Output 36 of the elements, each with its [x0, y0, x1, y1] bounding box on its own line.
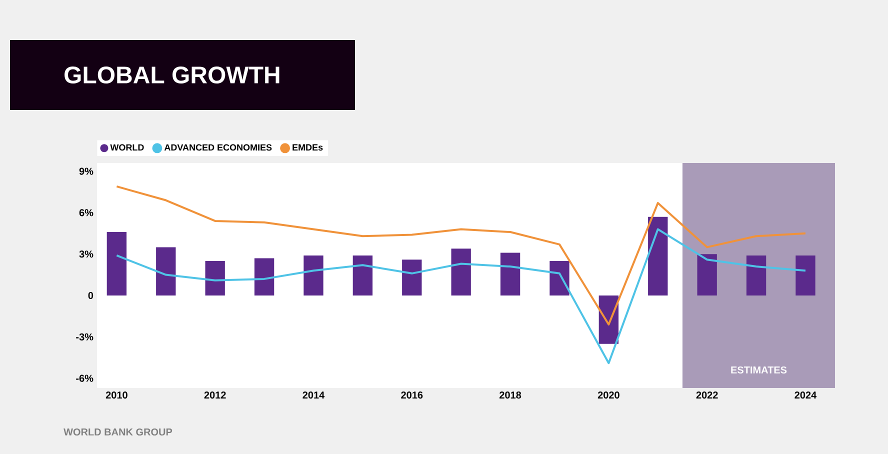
bar: [796, 255, 816, 296]
legend-label: ADVANCED ECONOMIES: [164, 144, 272, 151]
band-label: ESTIMATES: [731, 366, 787, 374]
y-tick-label: 0: [88, 292, 94, 300]
text: WORLD BANK GROUP: [64, 428, 172, 436]
x-tick-label: 2010: [106, 392, 128, 399]
bar: [352, 255, 373, 296]
chart-title: GLOBAL GROWTH: [64, 66, 280, 84]
y-tick-label: 3%: [79, 250, 94, 258]
y-tick-label: 6%: [79, 209, 94, 216]
bar: [451, 248, 471, 296]
x-tick-label: 2020: [598, 392, 620, 399]
x-tick-label: 2022: [696, 392, 718, 399]
x-tick-label: 2024: [794, 392, 817, 399]
line-series: [116, 185, 806, 326]
bar: [648, 216, 668, 296]
bar: [500, 252, 520, 296]
bar: [402, 260, 422, 296]
x-tick-label: 2016: [401, 392, 423, 399]
bar: [254, 258, 274, 296]
bar: [697, 254, 717, 296]
line-series: [116, 228, 806, 364]
y-tick-label: -3%: [76, 333, 94, 340]
bar: [304, 255, 324, 296]
bar: [156, 247, 176, 296]
y-tick-label: -6%: [76, 374, 94, 382]
y-tick-label: 9%: [79, 168, 94, 175]
bar: [205, 261, 225, 296]
x-tick-label: 2018: [500, 392, 522, 399]
legend-label: EMDEs: [292, 144, 323, 151]
bar: [106, 232, 127, 296]
x-tick-label: 2014: [302, 392, 325, 399]
legend-label: WORLD: [110, 144, 144, 151]
bar: [746, 255, 766, 296]
bar: [550, 261, 570, 296]
x-tick-label: 2012: [204, 392, 226, 399]
